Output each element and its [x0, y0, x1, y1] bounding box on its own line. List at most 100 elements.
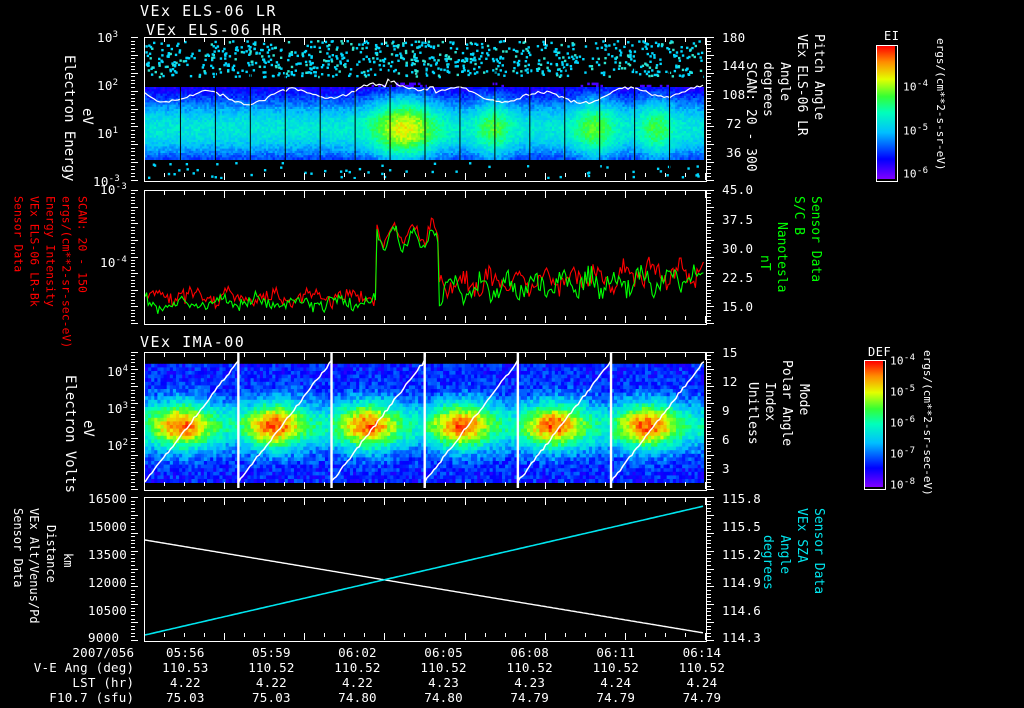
- axis-tick: [144, 498, 145, 505]
- axis-tick: [131, 193, 135, 195]
- panel2-rtick-3: 22.5: [722, 270, 754, 285]
- axis-tick: [224, 316, 226, 323]
- axis-tick: [707, 454, 714, 456]
- axis-tick: [707, 293, 711, 295]
- axis-tick: [264, 498, 266, 502]
- axis-tick: [131, 112, 135, 114]
- axis-tick: [707, 622, 714, 624]
- panel3-cbtick-4: 10-8: [890, 477, 916, 492]
- axis-tick: [131, 147, 135, 149]
- axis-tick: [131, 226, 135, 228]
- axis-tick: [184, 353, 186, 357]
- axis-tick: [131, 83, 135, 85]
- axis-tick: [644, 173, 646, 177]
- axis-tick: [584, 482, 586, 486]
- axis-tick: [707, 417, 711, 419]
- axis-tick: [131, 482, 135, 484]
- axis-tick: [464, 353, 466, 360]
- axis-tick: [464, 173, 466, 180]
- panel1-colorbar[interactable]: [876, 45, 898, 182]
- panel2-plot-area[interactable]: [144, 190, 707, 325]
- panel3-plot-area[interactable]: [144, 352, 707, 491]
- axis-tick: [131, 461, 135, 463]
- panel1-right-label-1: VEx ELS-06 LR: [794, 34, 809, 136]
- axis-tick: [424, 498, 426, 502]
- axis-tick: [131, 199, 135, 201]
- axis-tick: [304, 633, 306, 640]
- axis-tick: [131, 40, 135, 42]
- axis-tick: [131, 122, 135, 124]
- panel3-right-label-1: Polar Angle: [779, 360, 794, 447]
- axis-tick: [664, 173, 666, 177]
- axis-tick: [131, 420, 138, 422]
- table-row: LST (hr) 4.22 4.22 4.22 4.23 4.23 4.24 4.24: [0, 675, 745, 690]
- table-cell: 4.24: [600, 675, 632, 690]
- axis-tick: [131, 468, 135, 470]
- panel1-cbtick-1: 10-5: [903, 123, 929, 138]
- panel4-plot-area[interactable]: [144, 497, 707, 642]
- axis-tick: [464, 191, 466, 198]
- axis-tick: [707, 219, 711, 221]
- axis-tick: [264, 173, 266, 177]
- axis-tick: [424, 173, 426, 177]
- axis-tick: [707, 253, 711, 255]
- axis-tick: [131, 557, 135, 559]
- table-cell: 06:14: [682, 645, 722, 660]
- axis-tick: [364, 482, 366, 486]
- axis-tick: [131, 286, 135, 288]
- axis-tick: [524, 482, 526, 486]
- axis-tick: [544, 353, 546, 360]
- axis-tick: [504, 633, 506, 637]
- axis-tick: [131, 417, 135, 419]
- table-cell: 110.52: [248, 660, 295, 675]
- axis-tick: [707, 640, 714, 641]
- axis-tick: [404, 482, 406, 486]
- panel1-rtick-108: 108: [722, 87, 746, 102]
- axis-tick: [131, 76, 135, 78]
- axis-tick: [707, 525, 711, 527]
- axis-tick: [131, 223, 138, 225]
- panel1-rtick-144: 144: [722, 58, 746, 73]
- axis-tick: [131, 293, 135, 295]
- axis-tick: [264, 316, 266, 320]
- panel3-colorbar-units: ergs/(cm**2-sr-sec-eV): [921, 350, 934, 496]
- axis-tick: [404, 191, 406, 195]
- table-cell: 110.52: [420, 660, 467, 675]
- axis-tick: [131, 190, 138, 191]
- axis-tick: [524, 633, 526, 637]
- panel1-plot-area[interactable]: [144, 37, 707, 182]
- axis-tick: [204, 498, 206, 502]
- axis-tick: [304, 38, 306, 45]
- axis-tick: [664, 498, 666, 502]
- axis-tick: [204, 353, 206, 357]
- axis-tick: [707, 399, 711, 401]
- axis-tick: [404, 316, 406, 320]
- axis-tick: [707, 396, 711, 398]
- panel4-ytick-4: 10500: [88, 603, 128, 618]
- axis-tick: [131, 172, 135, 174]
- axis-tick: [131, 47, 135, 49]
- axis-tick: [131, 561, 135, 563]
- axis-tick: [707, 122, 711, 124]
- panel1-ytick-10: 101: [97, 126, 119, 142]
- axis-tick: [584, 316, 586, 320]
- axis-tick: [444, 316, 446, 320]
- axis-tick: [224, 191, 226, 198]
- axis-tick: [624, 482, 626, 489]
- axis-tick: [131, 180, 138, 181]
- axis-tick: [707, 369, 714, 371]
- axis-tick: [707, 119, 711, 121]
- axis-tick: [464, 482, 466, 489]
- panel3-colorbar[interactable]: [864, 360, 886, 490]
- axis-tick: [707, 406, 711, 408]
- axis-tick: [707, 112, 711, 114]
- axis-tick: [707, 572, 711, 574]
- axis-tick: [707, 420, 714, 422]
- axis-tick: [131, 44, 135, 46]
- axis-tick: [624, 353, 626, 360]
- axis-tick: [131, 283, 135, 285]
- axis-tick: [707, 319, 711, 321]
- panel2-ytick-1: 10-4: [100, 255, 128, 271]
- axis-tick: [707, 108, 714, 110]
- axis-tick: [707, 451, 711, 453]
